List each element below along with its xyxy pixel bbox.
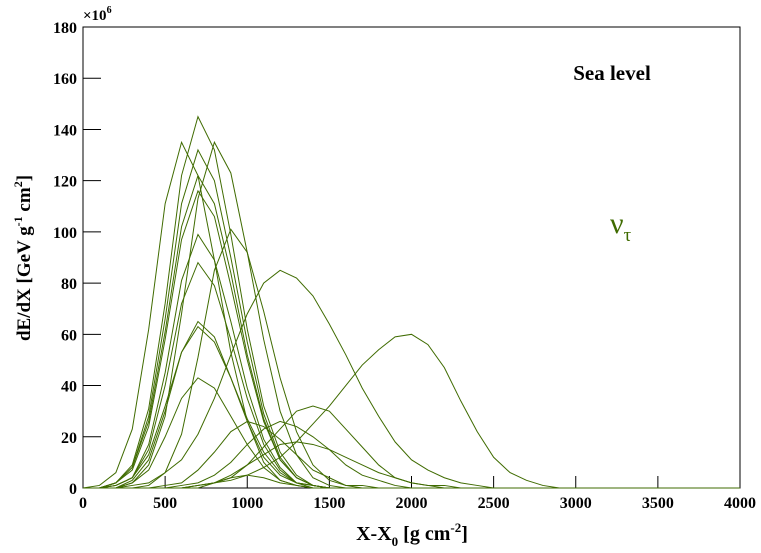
y-title-part: dE/dX [GeV g (14, 226, 35, 341)
x-tick-label: 1500 (313, 495, 345, 512)
series-line (83, 148, 740, 489)
series-line (83, 320, 740, 489)
x-tick-label: 2000 (396, 495, 428, 512)
x-tick-label: 0 (79, 495, 87, 512)
x-tick-label: 2500 (478, 495, 510, 512)
x-tick-label: 1000 (231, 495, 263, 512)
y-tick-label: 0 (69, 481, 77, 498)
x-tick-label: 3500 (642, 495, 674, 512)
series-line (83, 261, 740, 489)
x-title-sup: -2 (450, 520, 461, 535)
multiplier-base: ×10 (83, 8, 107, 24)
y-title-sup: -1 (11, 216, 25, 226)
y-title-part: cm (14, 187, 35, 216)
series-line (83, 405, 740, 489)
x-tick-label: 500 (153, 495, 177, 512)
y-tick-label: 40 (61, 379, 77, 396)
y-tick-label: 160 (53, 71, 77, 88)
series-line (83, 474, 740, 489)
particle-symbol: ν (610, 207, 624, 240)
x-tick-label: 3000 (560, 495, 592, 512)
series-line (83, 325, 740, 489)
annotation: Sea level (573, 61, 651, 85)
frame (82, 26, 741, 489)
series-line (83, 233, 740, 489)
y-tick-label: 20 (61, 430, 77, 447)
series-line (83, 333, 740, 489)
y-tick-label: 120 (53, 174, 77, 191)
series-line (83, 140, 740, 489)
x-title-part: [g cm (398, 523, 451, 545)
y-title-part: ] (14, 175, 35, 181)
particle-subscript: τ (624, 225, 632, 246)
y-tick-label: 100 (53, 225, 77, 242)
y-multiplier: ×106 (83, 5, 112, 24)
x-title-part: X-X (356, 523, 392, 545)
x-tick-label: 4000 (724, 495, 756, 512)
y-tick-label: 80 (61, 276, 77, 293)
y-tick-label: 140 (53, 122, 77, 139)
particle-label: ντ (610, 207, 632, 246)
x-title-sub: 0 (392, 534, 399, 549)
x-axis-title: X-X0 [g cm-2] (356, 520, 468, 549)
series-line (83, 189, 740, 489)
y-axis-title: dE/dX [GeV g-1 cm2] (11, 175, 35, 341)
y-tick-label: 180 (53, 20, 77, 37)
series-line (83, 228, 740, 489)
x-title-part: ] (461, 523, 468, 545)
multiplier-exp: 6 (107, 5, 112, 16)
y-title-sup: 2 (11, 181, 25, 187)
y-tick-label: 60 (61, 327, 77, 344)
series-line (83, 174, 740, 489)
